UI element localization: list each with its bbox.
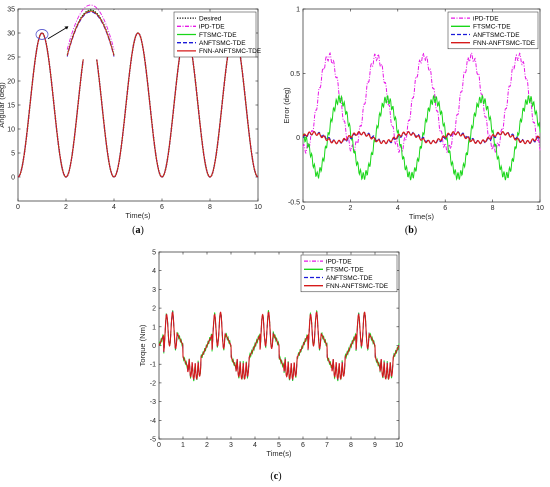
y-tick-label: -1 (150, 362, 156, 369)
x-tick-label: 3 (229, 442, 233, 449)
series-line (17, 32, 259, 178)
x-tick-label: 10 (395, 442, 403, 449)
caption-a: (a) (132, 225, 144, 236)
x-axis-label: Time(s) (266, 449, 292, 458)
legend-entry: ANFTSMC-TDE (473, 32, 520, 39)
x-axis-label: Time(s) (125, 211, 151, 220)
y-tick-label: 5 (152, 250, 156, 257)
y-tick-label: 15 (7, 103, 15, 110)
y-tick-label: 0 (152, 343, 156, 350)
y-axis-label: Torque (Nm) (138, 324, 147, 366)
inset-series-line (66, 10, 115, 56)
legend-entry: ANFTSMC-TDE (199, 40, 246, 47)
y-tick-label: 1 (296, 7, 300, 14)
x-tick-label: 0 (157, 442, 161, 449)
x-tick-label: 8 (491, 205, 495, 212)
x-tick-label: 10 (254, 204, 262, 211)
y-tick-label: 2 (152, 306, 156, 313)
zoom-arrow (47, 26, 68, 40)
x-tick-label: 1 (181, 442, 185, 449)
legend-entry: Desired (199, 15, 222, 22)
y-tick-label: 4 (152, 268, 156, 275)
x-tick-label: 0 (16, 204, 20, 211)
y-tick-label: 0 (11, 175, 15, 182)
x-tick-label: 2 (64, 204, 68, 211)
legend-entry: iPD-TDE (326, 258, 352, 265)
zoom-arrowhead (64, 26, 69, 30)
x-tick-label: 5 (277, 442, 281, 449)
y-tick-label: -5 (150, 437, 156, 444)
inset-background (52, 10, 124, 60)
y-tick-label: 3 (152, 287, 156, 294)
legend-entry: FTSMC-TDE (326, 267, 364, 274)
x-tick-label: 2 (348, 205, 352, 212)
x-tick-label: 4 (253, 442, 257, 449)
y-tick-label: -4 (150, 418, 156, 425)
chart-a: 0 2 4 6 8 10 0 5 10 15 20 25 30 35 Time(s) Angular (deg… (0, 4, 262, 220)
x-tick-label: 6 (443, 205, 447, 212)
legend-entry: ANFTSMC-TDE (326, 275, 373, 282)
x-tick-label: 0 (301, 205, 305, 212)
zoom-circle (35, 29, 49, 40)
y-tick-label: 35 (7, 7, 15, 14)
y-tick-label: 1 (152, 324, 156, 331)
series-line (302, 131, 541, 145)
legend-entry: iPD-TDE (473, 15, 499, 22)
y-tick-label: 5 (11, 151, 15, 158)
y-tick-label: 0.5 (290, 71, 300, 78)
x-tick-label: 9 (373, 442, 377, 449)
x-axis-label: Time(s) (409, 212, 435, 221)
x-tick-label: 4 (112, 204, 116, 211)
x-tick-label: 10 (536, 205, 544, 212)
series-line (158, 311, 400, 381)
caption-b: (b) (405, 225, 417, 236)
chart-c: 0 1 2 3 4 5 6 7 8 9 10-5-4-3-2-1012345Time(s)Torqu… (138, 250, 403, 459)
y-tick-label: -3 (150, 399, 156, 406)
x-tick-label: 4 (396, 205, 400, 212)
legend-entry: FTSMC-TDE (199, 32, 237, 39)
series-line (302, 130, 541, 145)
y-tick-label: -0.5 (288, 200, 300, 207)
legend-entry: FNN-ANFTSMC-TDE (473, 40, 536, 47)
legend-entry: FNN-ANFTSMC-TDE (199, 48, 262, 55)
series-line (302, 93, 541, 181)
x-tick-label: 8 (208, 204, 212, 211)
y-tick-label: 10 (7, 127, 15, 134)
legend: iPD-TDE FTSMC-TDEANFTSMC-TDEFNN-ANFTSMC-T… (300, 254, 398, 293)
y-tick-label: 0 (296, 135, 300, 142)
series-line (302, 51, 541, 155)
inset-series-line (66, 4, 115, 50)
legend-entry: iPD-TDE (199, 24, 225, 31)
x-tick-label: 6 (160, 204, 164, 211)
caption-c: (c) (270, 471, 281, 482)
legend-entry: FTSMC-TDE (473, 24, 511, 31)
x-tick-label: 2 (205, 442, 209, 449)
y-tick-label: -2 (150, 380, 156, 387)
y-axis-label: Error (deg) (282, 87, 291, 124)
legend: Desired iPD-TDEFTSMC-TDEANFTSMC-TDEFNN-AN… (173, 11, 262, 58)
legend-entry: FNN-ANFTSMC-TDE (326, 283, 389, 290)
legend: iPD-TDE FTSMC-TDEANFTSMC-TDEFNN-ANFTSMC-T… (447, 11, 539, 50)
x-tick-label: 6 (301, 442, 305, 449)
y-tick-label: 25 (7, 55, 15, 62)
y-tick-label: 20 (7, 79, 15, 86)
x-tick-label: 7 (325, 442, 329, 449)
x-tick-label: 8 (349, 442, 353, 449)
y-axis-label: Angular (deg) (0, 82, 6, 128)
y-tick-label: 30 (7, 31, 15, 38)
